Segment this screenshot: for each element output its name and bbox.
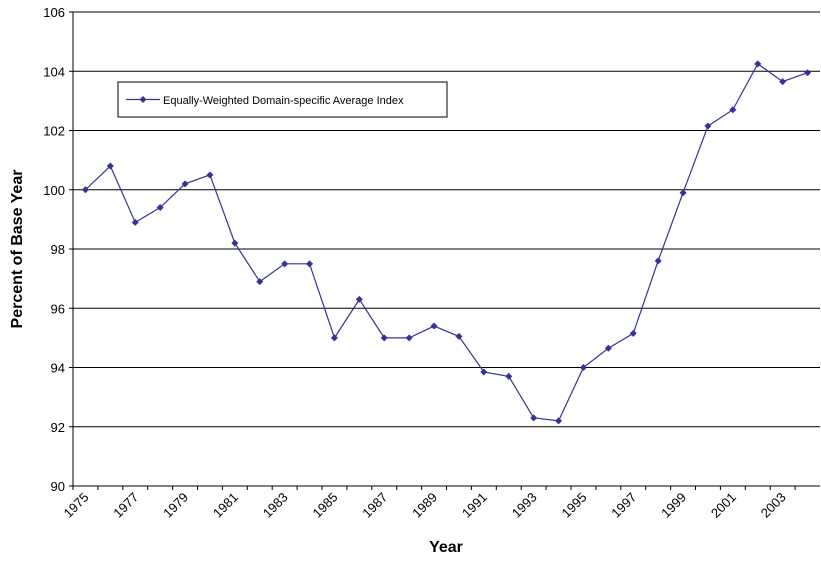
- legend-marker: [139, 96, 147, 103]
- data-point: [380, 334, 388, 342]
- y-tick-label: 106: [43, 5, 65, 20]
- data-point: [604, 344, 612, 352]
- data-point: [131, 218, 139, 226]
- data-point: [156, 204, 164, 212]
- data-point: [754, 60, 762, 68]
- data-point: [480, 368, 488, 376]
- x-tick-label: 1975: [61, 490, 92, 521]
- x-axis-title: Year: [429, 539, 463, 556]
- y-tick-label: 96: [51, 301, 65, 316]
- data-point: [281, 260, 289, 268]
- data-point: [729, 106, 737, 114]
- legend-label: Equally-Weighted Domain-specific Average…: [163, 95, 404, 107]
- data-point: [81, 186, 89, 194]
- data-point: [505, 372, 513, 380]
- x-tick-label: 1991: [459, 490, 490, 521]
- y-tick-label: 100: [43, 183, 65, 198]
- y-tick-label: 102: [43, 124, 65, 139]
- y-tick-label: 94: [51, 361, 65, 376]
- x-tick-label: 1997: [608, 490, 639, 521]
- data-point: [704, 122, 712, 130]
- data-point: [779, 78, 787, 86]
- data-point: [355, 295, 363, 303]
- x-tick-label: 1983: [260, 490, 291, 521]
- data-point: [106, 162, 114, 170]
- legend-box: [117, 81, 448, 118]
- x-tick-label: 1993: [509, 490, 540, 521]
- x-tick-label: 1987: [359, 490, 390, 521]
- x-tick-label: 1989: [409, 490, 440, 521]
- data-point: [181, 180, 189, 188]
- y-tick-label: 92: [51, 420, 65, 435]
- x-tick-label: 1979: [160, 490, 191, 521]
- data-point: [530, 414, 538, 422]
- x-tick-label: 1977: [110, 490, 141, 521]
- x-tick-label: 2003: [758, 490, 789, 521]
- data-point: [206, 171, 214, 179]
- data-point: [804, 69, 812, 77]
- data-point: [256, 278, 264, 286]
- data-point: [654, 257, 662, 265]
- x-tick-label: 1999: [658, 490, 689, 521]
- data-point: [330, 334, 338, 342]
- data-point: [629, 329, 637, 337]
- x-tick-label: 1981: [210, 490, 241, 521]
- data-point: [405, 334, 413, 342]
- data-point: [555, 417, 563, 425]
- series-line: [85, 62, 808, 422]
- y-tick-label: 90: [51, 479, 65, 494]
- data-point: [430, 322, 438, 330]
- y-axis-title: Percent of Base Year: [9, 170, 26, 329]
- data-point: [455, 332, 463, 340]
- data-point: [679, 189, 687, 197]
- x-tick-label: 2001: [708, 490, 739, 521]
- x-tick-label: 1995: [559, 490, 590, 521]
- data-point: [579, 364, 587, 371]
- data-point: [306, 260, 314, 268]
- y-tick-label: 98: [51, 242, 65, 257]
- x-tick-label: 1985: [310, 490, 341, 521]
- y-tick-label: 104: [43, 64, 65, 79]
- data-point: [231, 239, 239, 247]
